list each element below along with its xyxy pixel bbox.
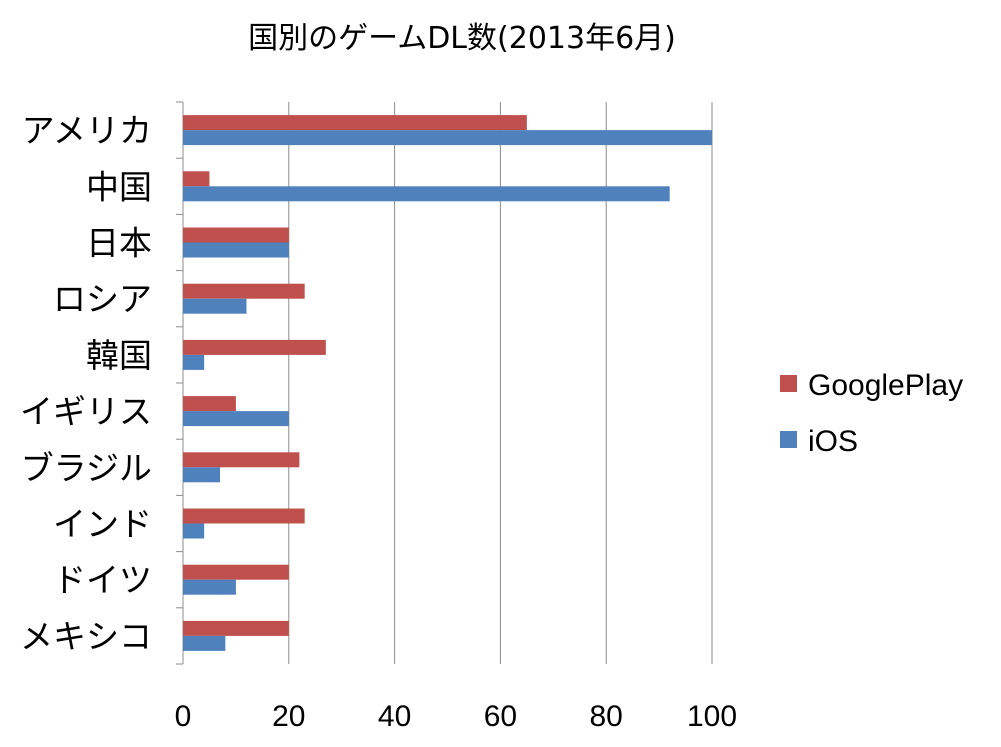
bar-googleplay-4 [183, 339, 326, 355]
legend-swatch-googleplay [780, 375, 797, 392]
category-label: インド [53, 505, 152, 544]
category-axis [176, 101, 184, 665]
bar-googleplay-0 [183, 115, 527, 131]
bar-googleplay-5 [183, 396, 236, 412]
category-label: イギリス [20, 392, 152, 431]
bar-ios-8 [183, 579, 236, 595]
x-tick-label: 40 [378, 700, 411, 733]
x-tick-label: 100 [687, 700, 737, 733]
bar-ios-5 [183, 411, 289, 427]
legend-swatch-ios [780, 431, 797, 448]
category-label: ブラジル [21, 448, 152, 487]
bar-ios-2 [183, 242, 289, 258]
legend-label: GooglePlay [808, 369, 963, 402]
bar-googleplay-3 [183, 283, 305, 299]
category-label: ロシア [53, 280, 152, 319]
x-tick-label: 60 [484, 700, 517, 733]
bar-googleplay-7 [183, 508, 305, 524]
category-label: アメリカ [22, 111, 152, 150]
category-label: 韓国 [86, 336, 152, 375]
category-label: メキシコ [20, 617, 152, 656]
bar-googleplay-8 [183, 564, 289, 580]
category-label: ドイツ [53, 561, 152, 600]
bar-ios-4 [183, 354, 205, 370]
bar-googleplay-9 [183, 620, 289, 636]
bar-ios-3 [183, 298, 247, 314]
bar-ios-0 [183, 130, 712, 146]
bar-googleplay-2 [183, 227, 289, 243]
x-tick-label: 80 [590, 700, 623, 733]
bars [183, 115, 712, 651]
x-tick-label: 0 [175, 700, 192, 733]
legend-label: iOS [808, 425, 858, 458]
bar-ios-1 [183, 186, 670, 202]
category-label: 日本 [86, 224, 152, 263]
bar-googleplay-6 [183, 452, 300, 468]
bar-googleplay-1 [183, 171, 210, 187]
bar-ios-7 [183, 523, 205, 539]
category-label: 中国 [86, 167, 152, 206]
chart-title: 国別のゲームDL数(2013年6月) [248, 21, 676, 56]
x-tick-labels: 0 20 40 60 80 100 [175, 700, 737, 733]
x-tick-label: 20 [272, 700, 305, 733]
bar-ios-6 [183, 467, 221, 483]
bar-ios-9 [183, 635, 226, 651]
legend: GooglePlay iOS [780, 369, 963, 458]
